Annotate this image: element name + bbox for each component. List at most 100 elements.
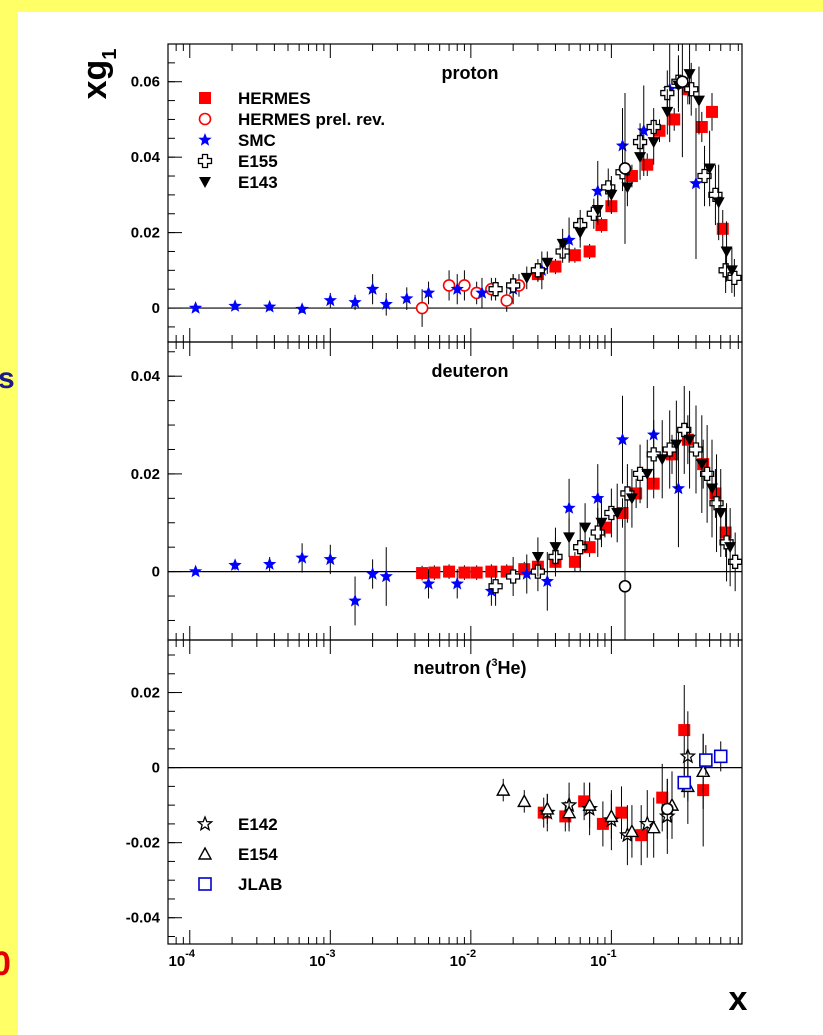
e155-point <box>488 282 503 297</box>
y-tick-label: 0.06 <box>131 74 160 91</box>
smc-point <box>366 567 380 580</box>
smc-point <box>228 299 242 312</box>
e143-point <box>647 137 660 149</box>
legend-label: E143 <box>238 173 278 192</box>
legend-marker <box>198 112 212 126</box>
e143-point <box>625 493 638 505</box>
e143-point <box>621 182 634 194</box>
y-tick-label: 0.02 <box>131 466 160 483</box>
e155-point <box>573 540 588 555</box>
smc-point <box>450 282 464 295</box>
hermes-point <box>678 724 691 737</box>
hermes-point <box>695 120 708 133</box>
e143-point <box>656 454 669 466</box>
e143-point <box>641 468 654 480</box>
outlier-point <box>618 579 632 593</box>
panel-frame <box>167 639 743 945</box>
e143-point <box>634 152 647 164</box>
hermes-point <box>485 565 498 578</box>
smc-point <box>379 569 393 583</box>
hermes-point <box>568 555 581 568</box>
x-tick-base: 10 <box>169 953 186 970</box>
y-tick-label: 0.04 <box>131 368 161 385</box>
e155-point <box>699 466 715 482</box>
e154-point <box>624 823 640 838</box>
smc-point <box>295 302 309 315</box>
smc-point <box>228 558 242 571</box>
hermes-point <box>716 222 729 235</box>
legend-marker <box>199 177 211 188</box>
x-tick-base: 10 <box>450 953 467 970</box>
smc-point <box>348 593 362 607</box>
legend-label: E154 <box>238 845 278 864</box>
smc-point <box>379 297 393 310</box>
e154-point <box>561 805 577 819</box>
hermes-point <box>635 829 648 842</box>
legend-marker <box>198 133 212 146</box>
e143-point <box>531 551 544 563</box>
legend-label: JLAB <box>238 875 282 894</box>
e143-point <box>556 238 569 250</box>
e143-point <box>683 69 696 81</box>
e143-point <box>591 204 604 216</box>
e143-point <box>549 542 562 554</box>
hermes-point <box>416 567 429 580</box>
e154-point <box>540 801 555 815</box>
e143-point <box>520 272 533 284</box>
smc-point <box>348 295 362 309</box>
e143-point <box>724 542 737 554</box>
legend-marker <box>197 846 213 860</box>
edge-text-fragment: s <box>0 362 15 395</box>
x-tick-exponent: -1 <box>607 948 617 960</box>
hermes-point <box>656 791 669 804</box>
e143-point <box>706 483 719 495</box>
smc-point <box>591 184 605 197</box>
smc-point <box>637 123 651 137</box>
e143-point <box>595 517 608 529</box>
outlier-point <box>676 75 689 89</box>
e155-point <box>530 263 546 278</box>
e155-point <box>662 442 677 457</box>
legend-label: E142 <box>238 815 278 834</box>
y-axis-label-sub: 1 <box>99 49 121 60</box>
y-tick-label: 0.02 <box>131 685 160 702</box>
smc-point <box>671 481 686 495</box>
panel-title-part: He) <box>498 658 527 678</box>
smc-point <box>295 550 309 564</box>
e155-point <box>506 278 521 293</box>
smc-point <box>323 293 337 307</box>
x-tick-base: 10 <box>309 953 326 970</box>
hermes-point <box>706 105 719 118</box>
e143-point <box>692 95 705 107</box>
hermes-point <box>568 249 581 262</box>
e155-point <box>727 270 742 286</box>
jlab-point <box>713 749 728 764</box>
hermes-point <box>615 806 628 819</box>
e155-point <box>632 466 648 482</box>
e143-point <box>714 507 727 519</box>
smc-point <box>450 576 464 590</box>
x-tick-exponent: -4 <box>185 948 196 960</box>
e154-point <box>582 797 597 811</box>
smc-point <box>520 567 534 580</box>
x-ticks <box>167 640 739 944</box>
hermes-point <box>500 565 513 578</box>
smc-point <box>421 576 436 590</box>
e143-point <box>720 246 733 258</box>
e143-point <box>695 459 708 471</box>
y-tick-label: 0.02 <box>131 225 160 242</box>
smc-point <box>400 291 414 305</box>
e142-point <box>638 815 656 832</box>
x-tick-exponent: -3 <box>326 948 336 960</box>
e143-point <box>563 532 576 544</box>
y-tick-label: 0 <box>152 564 160 581</box>
panel-frame <box>167 341 743 641</box>
e155-point <box>697 168 712 184</box>
legend-marker <box>196 815 214 832</box>
x-ticks <box>167 342 739 640</box>
smc-point <box>475 286 489 299</box>
x-tick-label: 10-2 <box>450 948 476 970</box>
smc-point <box>188 564 203 578</box>
hermes-prel-rev-point <box>442 279 456 292</box>
